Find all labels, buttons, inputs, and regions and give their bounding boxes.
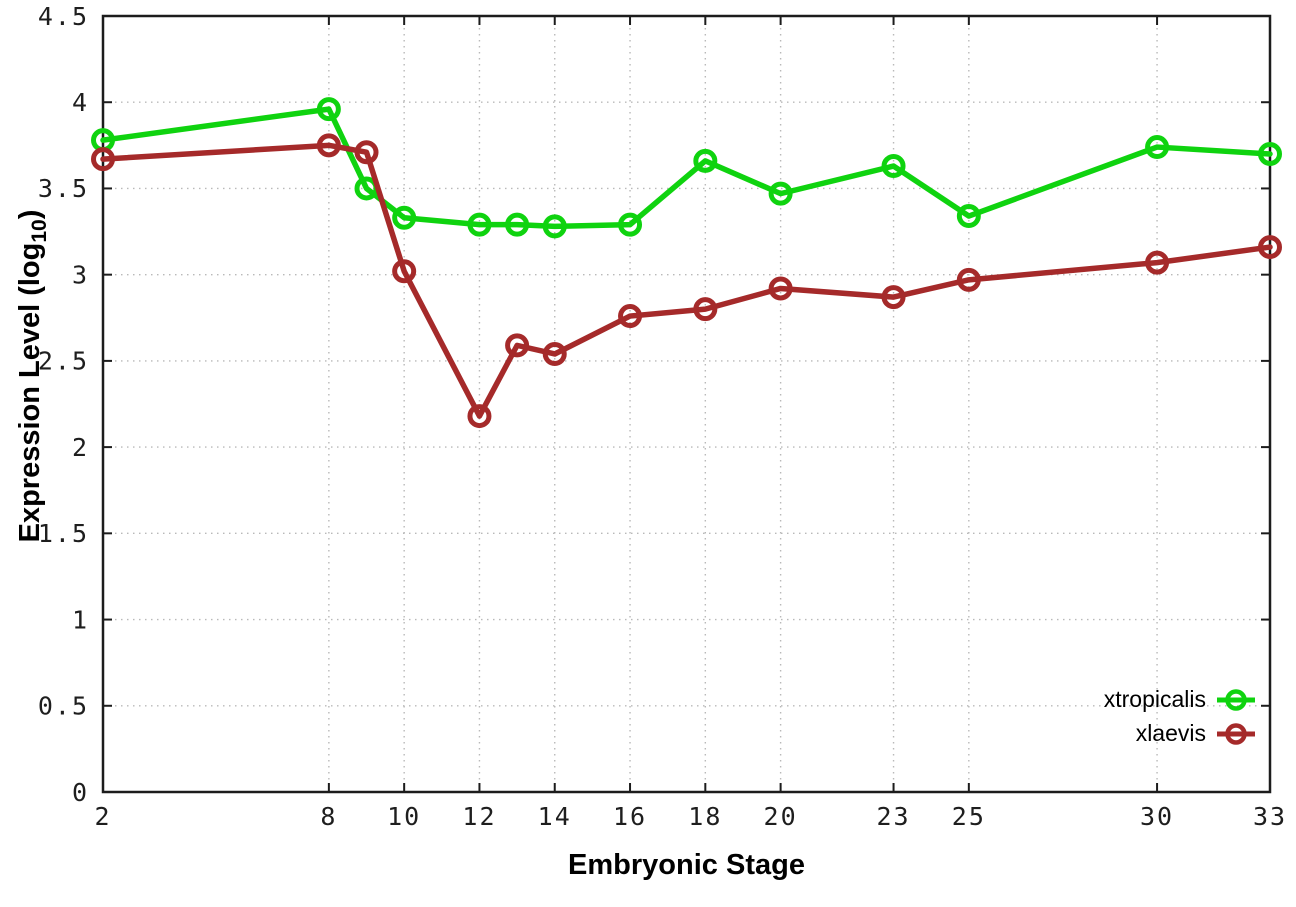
data-point-xlaevis bbox=[618, 304, 643, 329]
y-tick-label: 1.5 bbox=[38, 519, 89, 548]
legend-item-xlaevis: xlaevis bbox=[1136, 720, 1256, 747]
data-point-xlaevis bbox=[392, 259, 417, 284]
legend-label-xlaevis: xlaevis bbox=[1135, 720, 1206, 746]
x-tick-label: 16 bbox=[613, 802, 647, 831]
y-tick-label: 4.5 bbox=[38, 2, 89, 31]
y-axis-title-subscript: 10 bbox=[27, 219, 51, 243]
x-tick-label: 20 bbox=[764, 802, 798, 831]
line-circle-marker-icon bbox=[1217, 722, 1255, 745]
plot-border bbox=[101, 14, 1272, 794]
data-point-xlaevis bbox=[542, 341, 567, 366]
data-point-xtropicalis bbox=[693, 148, 718, 173]
data-point-xlaevis bbox=[768, 276, 793, 301]
y-axis-title-main: Expression Level (log bbox=[14, 242, 46, 543]
x-tick-label: 23 bbox=[876, 802, 910, 831]
line-circle-marker-icon bbox=[1217, 688, 1255, 711]
y-tick-label: 3 bbox=[72, 260, 89, 289]
x-tick-label: 18 bbox=[688, 802, 722, 831]
y-tick-label: 0 bbox=[72, 778, 89, 807]
data-point-xtropicalis bbox=[542, 214, 567, 239]
data-point-xtropicalis bbox=[316, 97, 341, 122]
y-tick-label: 4 bbox=[72, 88, 89, 117]
data-point-xlaevis bbox=[505, 333, 530, 358]
x-tick-label: 10 bbox=[387, 802, 421, 831]
y-axis-title: Expression Level (log10) bbox=[9, 126, 51, 626]
legend: xtropicalis xlaevis bbox=[1104, 686, 1256, 747]
data-point-xlaevis bbox=[467, 404, 492, 429]
data-point-xlaevis bbox=[91, 147, 115, 172]
series-line-xlaevis bbox=[100, 142, 1273, 419]
data-point-xtropicalis bbox=[505, 212, 530, 237]
data-point-xlaevis bbox=[1145, 250, 1170, 275]
data-point-xtropicalis bbox=[1145, 135, 1170, 160]
series-line-xtropicalis bbox=[100, 106, 1273, 230]
data-point-xtropicalis bbox=[956, 204, 981, 229]
data-point-xtropicalis bbox=[467, 212, 492, 237]
y-tick-label: 1 bbox=[72, 605, 89, 634]
data-point-xlaevis bbox=[956, 267, 981, 292]
data-point-xlaevis bbox=[316, 133, 341, 158]
y-tick-label: 0.5 bbox=[38, 692, 89, 721]
x-axis-title: Embryonic Stage bbox=[568, 849, 805, 881]
y-tick-label: 3.5 bbox=[38, 174, 89, 203]
data-point-xtropicalis bbox=[881, 154, 906, 179]
data-point-xlaevis bbox=[354, 140, 379, 165]
data-point-xlaevis bbox=[693, 297, 718, 322]
x-tick-label: 2 bbox=[94, 802, 111, 831]
data-point-xtropicalis bbox=[1258, 141, 1282, 166]
data-point-xlaevis bbox=[1258, 235, 1282, 260]
data-point-xtropicalis bbox=[392, 205, 417, 230]
y-axis-title-end: ) bbox=[14, 209, 46, 220]
x-tick-label: 8 bbox=[320, 802, 337, 831]
data-point-xtropicalis bbox=[618, 212, 643, 237]
legend-label-xtropicalis: xtropicalis bbox=[1103, 686, 1206, 712]
data-point-xlaevis bbox=[881, 285, 906, 310]
x-tick-label: 33 bbox=[1253, 802, 1287, 831]
x-tick-label: 14 bbox=[538, 802, 572, 831]
data-point-xtropicalis bbox=[768, 181, 793, 206]
y-tick-label: 2.5 bbox=[38, 347, 89, 376]
x-tick-label: 30 bbox=[1140, 802, 1174, 831]
y-tick-label: 2 bbox=[72, 433, 89, 462]
legend-item-xtropicalis: xtropicalis bbox=[1104, 686, 1256, 713]
x-tick-label: 12 bbox=[462, 802, 496, 831]
x-tick-label: 25 bbox=[952, 802, 986, 831]
